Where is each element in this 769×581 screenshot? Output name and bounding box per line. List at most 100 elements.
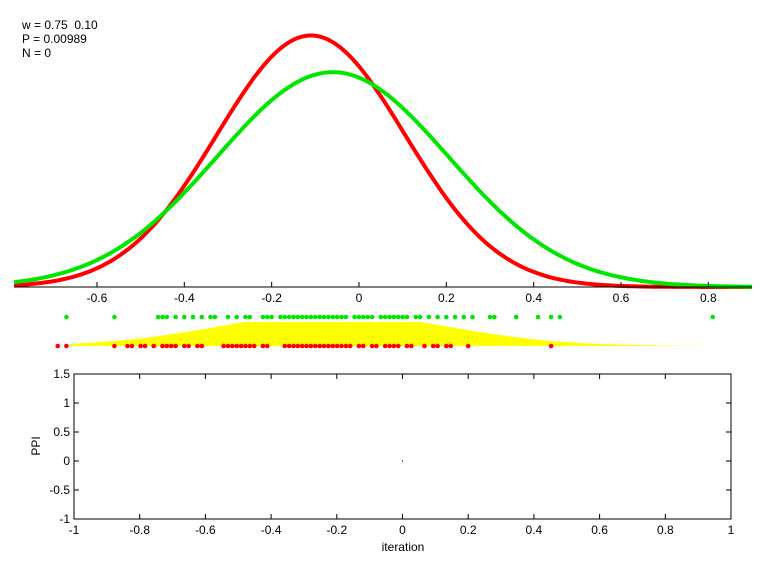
red-sample-dot: [230, 343, 235, 349]
red-density-curve: [13, 33, 752, 289]
green-sample-dot: [212, 314, 218, 320]
red-sample-dot: [448, 343, 454, 349]
red-sample-dot: [391, 343, 397, 349]
red-sample-dot: [164, 343, 170, 349]
green-sample-dot: [378, 314, 384, 320]
red-sample-dot: [382, 343, 388, 349]
ppi-x-tick-label: 0.2: [460, 523, 477, 537]
green-sample-dot: [199, 314, 205, 320]
red-sample-dot: [334, 343, 340, 349]
ppi-y-ticks: -1 -0.5 0 0.5 1 1.5: [49, 367, 731, 526]
green-sample-dot: [400, 314, 406, 320]
red-sample-dot: [125, 343, 130, 349]
ppi-y-tick-label: 1: [63, 396, 70, 410]
density-fill-area: [70, 322, 700, 346]
ppi-x-axis-label: iteration: [382, 540, 425, 554]
red-sample-dot: [173, 343, 178, 349]
green-sample-dot: [334, 314, 340, 320]
red-sample-dot: [387, 343, 392, 349]
ppi-y-tick-label: 0: [63, 454, 70, 468]
green-sample-dot: [487, 314, 493, 320]
red-sample-dot: [251, 343, 257, 349]
green-sample-dot: [369, 314, 375, 320]
green-sample-dot: [286, 314, 292, 320]
green-sample-dot: [326, 314, 331, 320]
red-sample-dot: [404, 343, 410, 349]
green-sample-dot: [356, 314, 362, 320]
red-sample-dot: [339, 343, 344, 349]
red-sample-dot: [112, 343, 117, 349]
red-sample-dot: [347, 343, 353, 349]
ppi-y-tick-label: 0.5: [53, 425, 70, 439]
red-sample-dot: [64, 343, 69, 349]
green-sample-dot: [435, 314, 440, 320]
red-sample-dot: [313, 343, 318, 349]
red-sample-dot: [151, 343, 156, 349]
ppi-plot-panel: -1 -0.8 -0.6 -0.4 -0.2 0 0.2 0.4 0.6 0.8 1 -1 -0.5 0…: [29, 367, 735, 554]
ppi-x-tick-label: 0.6: [591, 523, 608, 537]
red-sample-dot: [299, 343, 305, 349]
green-sample-dot: [208, 314, 213, 320]
green-sample-dot: [417, 314, 423, 320]
ppi-x-tick-label: -0.2: [326, 523, 347, 537]
red-sample-dot: [182, 343, 187, 349]
green-sample-dot: [112, 314, 117, 320]
green-sample-dot: [535, 314, 541, 320]
density-curve-panel: -0.6 -0.4 -0.2 0 0.2 0.4 0.6 0.8: [13, 33, 752, 305]
ppi-x-tick-label: -1: [69, 523, 80, 537]
ppi-y-axis-label: PPI: [29, 436, 43, 455]
green-sample-dot: [308, 314, 314, 320]
red-sample-dot: [55, 343, 60, 349]
red-sample-dot: [361, 343, 366, 349]
red-sample-dot: [195, 343, 200, 349]
red-sample-dot: [260, 343, 266, 349]
green-sample-dot: [361, 314, 366, 320]
green-sample-dot: [382, 314, 388, 320]
green-sample-dot: [444, 314, 449, 320]
green-sample-dot: [396, 314, 401, 320]
sample-strip-panel: [55, 314, 715, 349]
top-x-tick-label: 0.4: [525, 291, 542, 305]
red-sample-dot: [435, 343, 440, 349]
ppi-y-tick-label: -0.5: [49, 483, 70, 497]
ppi-point: [401, 460, 404, 462]
red-sample-dot: [317, 343, 323, 349]
green-sample-dot: [404, 314, 410, 320]
green-sample-dot: [190, 314, 196, 320]
ppi-x-tick-label: -0.6: [195, 523, 216, 537]
red-sample-dot: [308, 343, 314, 349]
p-readout: P = 0.00989: [22, 32, 87, 46]
top-x-tick-label: 0.2: [438, 291, 455, 305]
green-sample-dot: [225, 314, 231, 320]
green-density-curve: [13, 70, 752, 289]
green-sample-dot: [265, 314, 270, 320]
top-x-tick-label: 0.8: [700, 291, 717, 305]
green-sample-dot: [391, 314, 397, 320]
n-readout: N = 0: [22, 46, 52, 60]
top-x-tick-label: -0.2: [261, 291, 282, 305]
red-sample-dot: [321, 343, 327, 349]
red-sample-dot: [129, 343, 135, 349]
green-sample-dot: [164, 314, 170, 320]
green-sample-dot: [413, 314, 419, 320]
green-sample-dot: [243, 314, 248, 320]
ppi-x-tick-label: 1: [728, 523, 735, 537]
red-sample-dot: [282, 343, 288, 349]
green-sample-dot: [295, 314, 301, 320]
ppi-x-tick-label: 0: [399, 523, 406, 537]
green-sample-dot: [461, 314, 467, 320]
green-sample-dot: [321, 314, 327, 320]
ppi-x-ticks: -1 -0.8 -0.6 -0.4 -0.2 0 0.2 0.4 0.6 0.8 1: [69, 374, 735, 537]
green-sample-dot: [557, 314, 563, 320]
green-sample-dot: [452, 314, 458, 320]
green-sample-dot: [352, 314, 357, 320]
ppi-plot-frame: [73, 373, 732, 520]
red-sample-dot: [142, 343, 148, 349]
top-x-tick-label: 0.6: [613, 291, 630, 305]
red-sample-dot: [422, 343, 427, 349]
green-sample-dot: [282, 314, 288, 320]
stats-readout: w = 0.75 0.10 P = 0.00989 N = 0: [22, 18, 98, 60]
green-sample-dot: [339, 314, 344, 320]
